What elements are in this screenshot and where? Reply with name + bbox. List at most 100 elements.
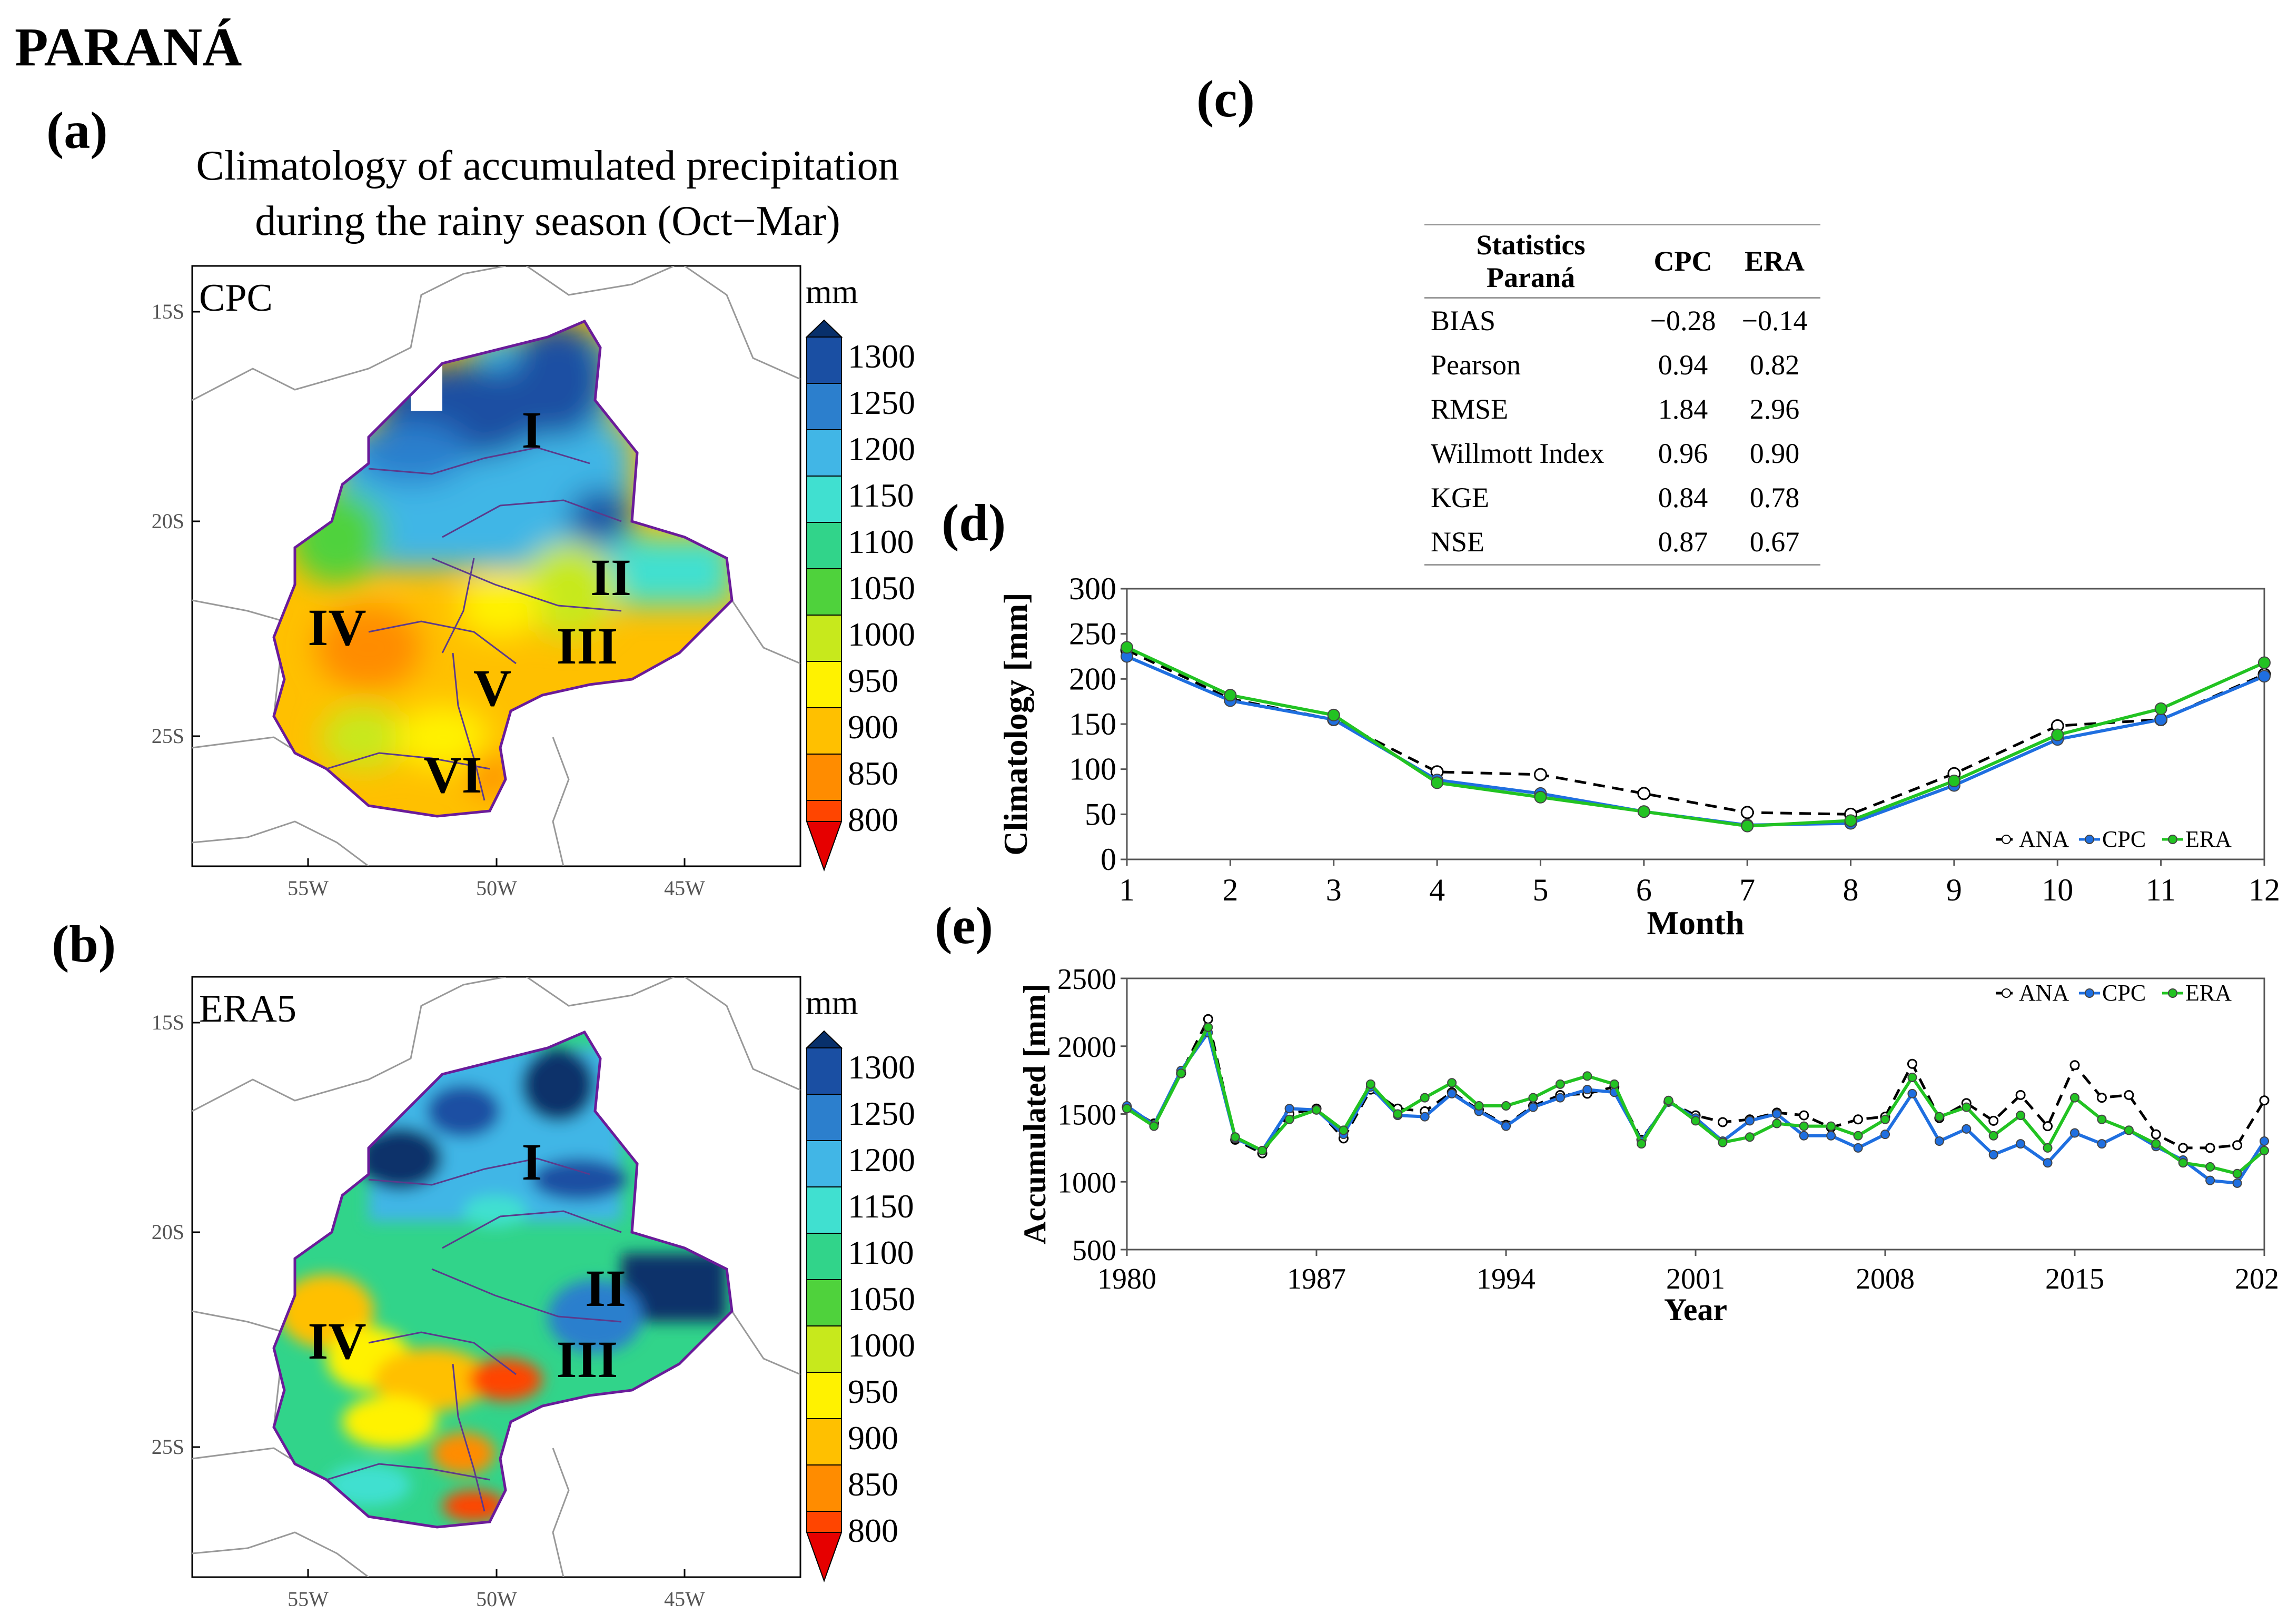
data-point-era <box>1420 1093 1430 1103</box>
lat-label-20s-b: 20S <box>152 1220 184 1244</box>
data-point-era <box>1203 1022 1213 1032</box>
y-axis-title: Accumulated [mm] <box>1017 984 1052 1244</box>
stats-row-cpc: 0.96 <box>1658 438 1708 469</box>
data-point-ana <box>1203 1014 1213 1024</box>
stats-row-era: 2.96 <box>1749 393 1800 425</box>
legend-label-cpc: CPC <box>2102 826 2146 852</box>
data-point-era <box>2232 1169 2242 1179</box>
stats-col-cpc: CPC <box>1653 245 1712 277</box>
cbar-tick-1250-a: 1250 <box>848 384 915 421</box>
data-point-era <box>1637 805 1650 818</box>
data-point-era <box>2070 1093 2079 1103</box>
x-tick-label: 12 <box>2249 873 2280 907</box>
data-point-ana <box>2205 1143 2215 1153</box>
data-point-era <box>2097 1114 2107 1124</box>
y-tick-label: 200 <box>1069 661 1116 696</box>
data-point-era <box>1799 1121 1809 1131</box>
data-point-era <box>1609 1079 1619 1089</box>
data-point-era <box>1555 1079 1565 1089</box>
legend-marker-era <box>2168 835 2177 844</box>
data-point-era <box>2016 1111 2026 1121</box>
data-point-era <box>1431 776 1444 789</box>
stats-header: Statistics Paraná <box>1424 225 1637 298</box>
data-point-era <box>1501 1101 1511 1111</box>
y-tick-label: 2000 <box>1057 1031 1116 1064</box>
data-point-cpc <box>2097 1139 2107 1149</box>
y-tick-label: 250 <box>1069 617 1116 651</box>
data-point-ana <box>2259 1095 2270 1106</box>
stats-row-name: KGE <box>1431 482 1489 513</box>
legend-label-era: ERA <box>2185 980 2232 1006</box>
data-point-ana <box>2015 1090 2026 1100</box>
x-axis-title: Month <box>1647 904 1745 942</box>
legend-marker-cpc <box>2085 835 2094 844</box>
data-point-cpc <box>1447 1088 1457 1098</box>
data-point-cpc <box>2260 1136 2269 1146</box>
y-tick-label: 1000 <box>1057 1166 1116 1199</box>
stats-row-cpc: −0.28 <box>1650 305 1716 336</box>
data-point-cpc <box>2205 1175 2215 1185</box>
stats-row-cpc: 1.84 <box>1658 393 1708 425</box>
legend-marker-ana <box>2002 988 2011 998</box>
region-label-II-b: II <box>585 1259 626 1318</box>
cbar-tick-950-b: 950 <box>848 1373 898 1410</box>
data-point-ana <box>1533 768 1547 781</box>
data-point-ana <box>2043 1121 2053 1132</box>
data-point-cpc <box>1853 1143 1863 1153</box>
data-point-era <box>1745 1132 1755 1142</box>
data-point-era <box>1534 790 1547 804</box>
data-point-era <box>1312 1105 1321 1115</box>
legend-label-ana: ANA <box>2019 980 2069 1006</box>
data-point-era <box>1947 774 1960 787</box>
map-title-line2: during the rainy season (Oct−Mar) <box>255 198 840 244</box>
data-point-cpc <box>1826 1131 1836 1141</box>
x-tick-label: 10 <box>2042 873 2073 907</box>
data-point-cpc <box>2016 1139 2026 1149</box>
data-point-era <box>1393 1109 1403 1119</box>
stats-row-cpc: 0.94 <box>1658 349 1708 381</box>
lat-label-15s-b: 15S <box>152 1011 184 1034</box>
stats-row: BIAS −0.28 −0.14 <box>1424 298 1820 343</box>
y-tick-label: 300 <box>1069 571 1116 606</box>
cbar-tick-1300-b: 1300 <box>848 1048 915 1086</box>
colorbar-units-b: mm <box>806 984 858 1021</box>
legend-label-ana: ANA <box>2019 826 2069 852</box>
data-point-ana <box>1717 1117 1728 1127</box>
cbar-tick-1050-b: 1050 <box>848 1280 915 1318</box>
x-tick-label: 2 <box>1222 873 1238 907</box>
data-point-era <box>1257 1146 1267 1156</box>
map-title-line1: Climatology of accumulated precipitation <box>196 143 899 189</box>
data-point-era <box>1327 708 1340 721</box>
data-point-era <box>1907 1072 1917 1082</box>
data-point-ana <box>1637 787 1651 800</box>
x-tick-label: 3 <box>1326 873 1342 907</box>
stats-row-name: Willmott Index <box>1431 438 1604 469</box>
stats-table: Statistics Paraná CPC ERA BIAS −0.28 −0.… <box>1424 224 1820 566</box>
stats-row-era: 0.90 <box>1749 438 1800 469</box>
panel-label-d: (d) <box>942 493 1006 552</box>
stats-row: KGE 0.84 0.78 <box>1424 476 1820 520</box>
x-tick-label: 1987 <box>1287 1263 1346 1295</box>
colorbar-units-a: mm <box>806 273 858 310</box>
data-point-cpc <box>1934 1136 1944 1146</box>
stats-row-era: 0.82 <box>1749 349 1800 381</box>
region-title: PARANÁ <box>15 17 242 77</box>
data-point-cpc <box>2043 1158 2053 1168</box>
region-label-IV-b: IV <box>308 1312 366 1370</box>
map-label-era5: ERA5 <box>199 987 296 1031</box>
data-point-era <box>1365 1079 1375 1089</box>
data-point-cpc <box>1420 1112 1430 1122</box>
data-point-era <box>1224 689 1237 702</box>
data-point-cpc <box>1555 1093 1565 1103</box>
cbar-tick-1250-b: 1250 <box>848 1095 915 1132</box>
cbar-tick-1100-a: 1100 <box>848 523 914 560</box>
x-tick-label: 1980 <box>1097 1263 1156 1295</box>
panel-label-b: (b) <box>52 915 116 973</box>
cbar-tick-1000-b: 1000 <box>848 1326 915 1364</box>
panel-label-a: (a) <box>46 101 108 160</box>
data-point-era <box>1339 1125 1349 1135</box>
cbar-tick-1000-a: 1000 <box>848 616 915 653</box>
data-point-era <box>1149 1121 1159 1131</box>
data-point-cpc <box>1772 1109 1782 1119</box>
legend-marker-ana <box>2002 835 2011 844</box>
